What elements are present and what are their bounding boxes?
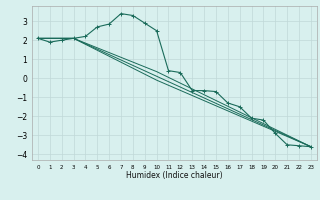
- X-axis label: Humidex (Indice chaleur): Humidex (Indice chaleur): [126, 171, 223, 180]
